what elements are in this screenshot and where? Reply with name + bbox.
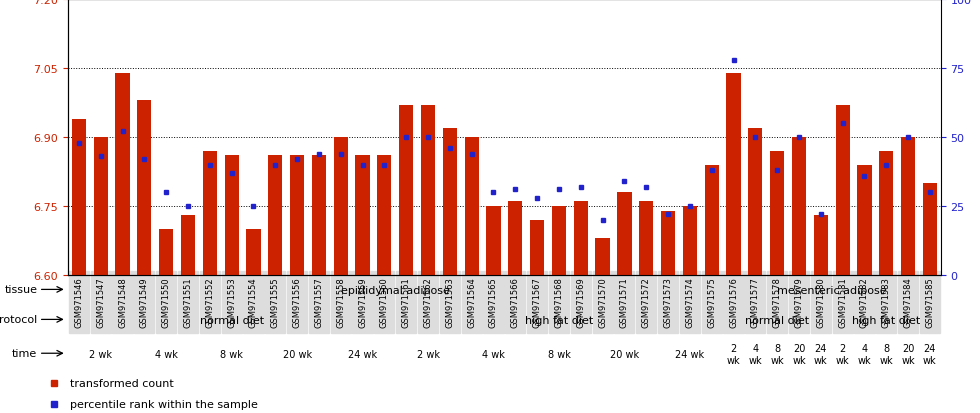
Bar: [72, 119, 86, 275]
Text: high fat diet: high fat diet: [525, 315, 593, 325]
Bar: [224, 156, 239, 275]
Bar: [486, 206, 501, 275]
Text: normal diet: normal diet: [745, 315, 809, 325]
Text: 20
wk: 20 wk: [902, 343, 915, 365]
Text: 4
wk: 4 wk: [858, 343, 871, 365]
Bar: [836, 106, 850, 275]
Bar: [596, 239, 610, 275]
Bar: [813, 216, 828, 275]
Bar: [705, 165, 718, 275]
Text: 8
wk: 8 wk: [879, 343, 893, 365]
Bar: [377, 156, 391, 275]
Bar: [137, 101, 152, 275]
Bar: [530, 220, 544, 275]
Text: mesenteric adipose: mesenteric adipose: [777, 285, 887, 295]
Bar: [312, 156, 326, 275]
Text: 24
wk: 24 wk: [923, 343, 937, 365]
Bar: [290, 156, 304, 275]
Bar: [421, 106, 435, 275]
Bar: [203, 152, 217, 275]
Text: 2
wk: 2 wk: [727, 343, 740, 365]
Text: time: time: [12, 349, 37, 358]
Text: 24 wk: 24 wk: [348, 349, 377, 359]
Bar: [749, 128, 762, 275]
Text: 20 wk: 20 wk: [610, 349, 639, 359]
Bar: [356, 156, 369, 275]
Text: normal diet: normal diet: [200, 315, 264, 325]
Bar: [683, 206, 697, 275]
Text: 2 wk: 2 wk: [89, 349, 113, 359]
Bar: [159, 230, 173, 275]
Text: 4 wk: 4 wk: [155, 349, 177, 359]
Bar: [923, 183, 937, 275]
Bar: [552, 206, 566, 275]
Bar: [333, 138, 348, 275]
Text: 24 wk: 24 wk: [675, 349, 705, 359]
Text: high fat diet: high fat diet: [853, 315, 920, 325]
Text: tissue: tissue: [4, 285, 37, 295]
Bar: [617, 193, 631, 275]
Bar: [269, 156, 282, 275]
Text: percentile rank within the sample: percentile rank within the sample: [70, 399, 258, 409]
Bar: [792, 138, 807, 275]
Text: transformed count: transformed count: [70, 378, 173, 388]
Bar: [509, 202, 522, 275]
Bar: [465, 138, 479, 275]
Text: 2 wk: 2 wk: [416, 349, 439, 359]
Bar: [770, 152, 784, 275]
Bar: [94, 138, 108, 275]
Text: protocol: protocol: [0, 315, 37, 325]
Bar: [443, 128, 457, 275]
Text: 20 wk: 20 wk: [282, 349, 312, 359]
Text: 4
wk: 4 wk: [749, 343, 762, 365]
Text: 20
wk: 20 wk: [792, 343, 806, 365]
Text: epididymal adipose: epididymal adipose: [341, 285, 450, 295]
Bar: [858, 165, 871, 275]
Bar: [399, 106, 414, 275]
Text: 4 wk: 4 wk: [482, 349, 505, 359]
Bar: [879, 152, 894, 275]
Bar: [639, 202, 654, 275]
Text: 8
wk: 8 wk: [770, 343, 784, 365]
Bar: [661, 211, 675, 275]
Bar: [246, 230, 261, 275]
Bar: [726, 74, 741, 275]
Bar: [116, 74, 129, 275]
Text: 8 wk: 8 wk: [548, 349, 570, 359]
Text: 2
wk: 2 wk: [836, 343, 850, 365]
Text: 24
wk: 24 wk: [814, 343, 827, 365]
Text: 8 wk: 8 wk: [220, 349, 243, 359]
Bar: [573, 202, 588, 275]
Bar: [181, 216, 195, 275]
Bar: [901, 138, 915, 275]
